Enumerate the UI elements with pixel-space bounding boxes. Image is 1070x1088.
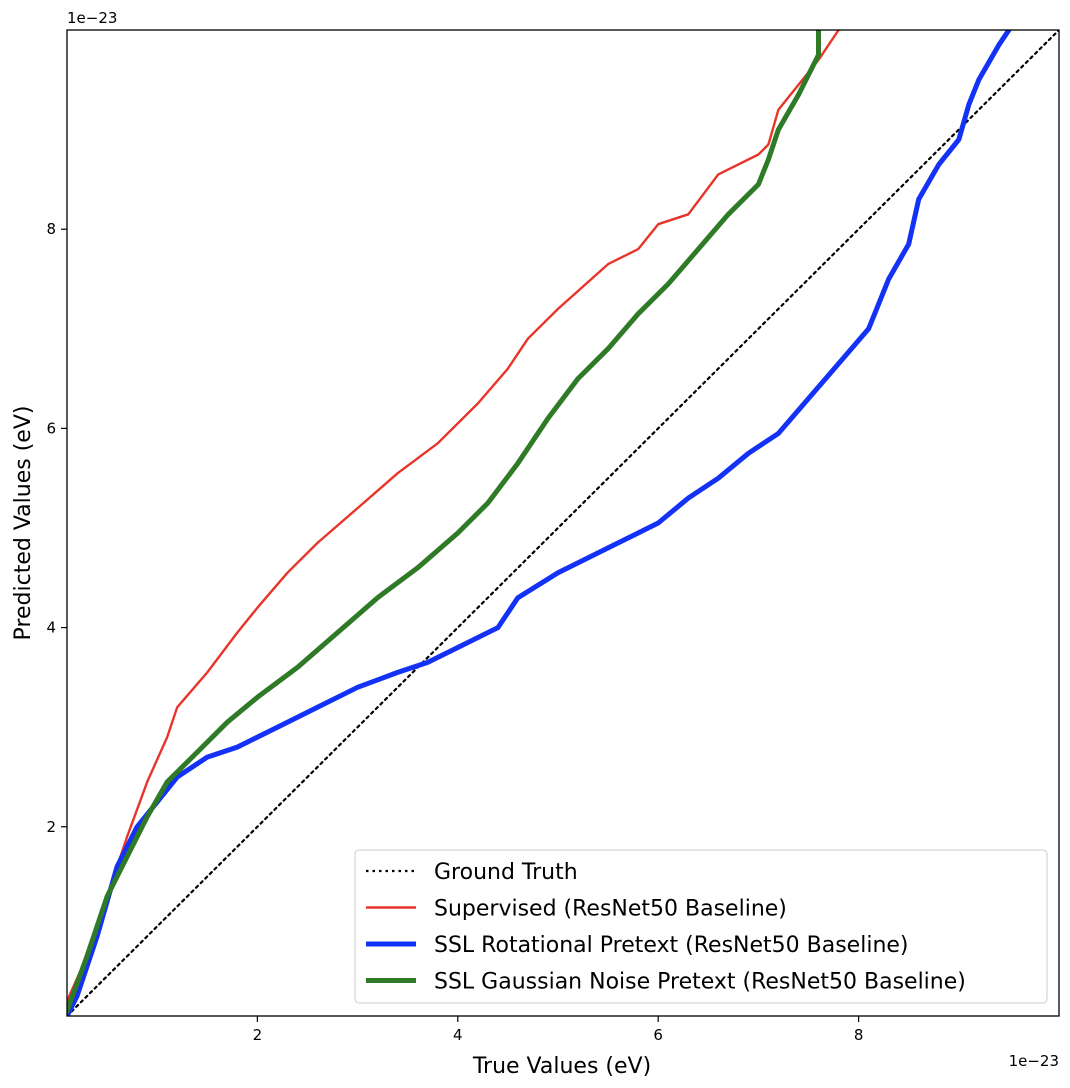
x-tick-label: 2	[253, 1026, 263, 1044]
legend-label: SSL Rotational Pretext (ResNet50 Baselin…	[434, 933, 909, 958]
ticks-layer: 2 4 6 8 2 4 6 8	[46, 220, 863, 1044]
x-tick-label: 6	[653, 1026, 663, 1044]
y-axis-label: Predicted Values (eV)	[11, 406, 36, 641]
legend-label: Supervised (ResNet50 Baseline)	[434, 897, 787, 922]
series-line-ssl-gaussian-noise-pretext-resnet50-baseline	[67, 30, 821, 1014]
y-tick-label: 2	[46, 818, 56, 836]
legend-entry-ssl-rotational-pretext-resnet50-baseline: SSL Rotational Pretext (ResNet50 Baselin…	[366, 933, 909, 958]
y-tick-label: 8	[46, 220, 56, 238]
y-tick-label: 4	[46, 619, 56, 637]
y-offset-label: 1e−23	[67, 9, 117, 27]
series-line-ground-truth	[67, 30, 1059, 1016]
legend-box	[354, 849, 1048, 1004]
legend: Ground Truth Supervised (ResNet50 Baselin…	[354, 849, 1048, 1004]
x-offset-label: 1e−23	[1009, 1052, 1059, 1070]
legend-label: SSL Gaussian Noise Pretext (ResNet50 Bas…	[434, 970, 966, 995]
x-axis-label: True Values (eV)	[472, 1054, 651, 1079]
x-tick-label: 4	[453, 1026, 463, 1044]
series-line-ssl-rotational-pretext-resnet50-baseline	[67, 30, 1012, 1016]
plot-frame	[66, 29, 1060, 1017]
series-line-supervised-resnet50-baseline	[67, 30, 840, 1003]
series-layer	[67, 30, 1059, 1016]
legend-label: Ground Truth	[434, 860, 578, 885]
legend-entry-ssl-gaussian-noise-pretext-resnet50-baseline: SSL Gaussian Noise Pretext (ResNet50 Bas…	[366, 970, 966, 995]
y-tick-label: 6	[46, 419, 56, 437]
legend-entry-supervised-resnet50-baseline: Supervised (ResNet50 Baseline)	[366, 897, 787, 922]
x-tick-label: 8	[854, 1026, 864, 1044]
legend-entry-ground-truth: Ground Truth	[366, 860, 578, 885]
